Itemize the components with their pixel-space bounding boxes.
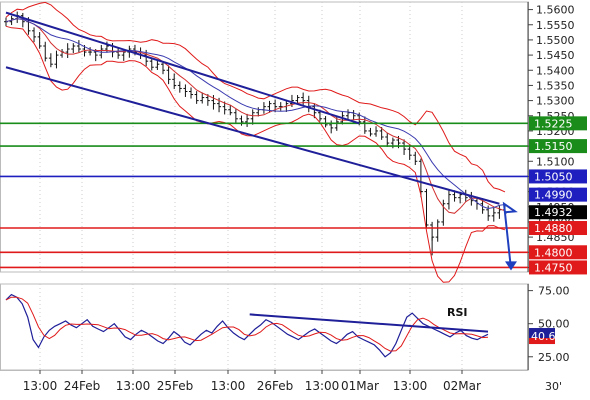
rsi-y-tick-label: 25.00 [538, 351, 570, 364]
y-tick-label: 1.5400 [536, 64, 575, 77]
rsi-title: RSI [447, 306, 468, 319]
level-tag-label: 1.4800 [534, 246, 573, 259]
rsi-y-tick-label: 50.00 [538, 318, 570, 331]
x-tick-label: 13:00 [393, 379, 428, 393]
price-tag-label: 1.4932 [534, 206, 573, 219]
timeframe-label: 30' [545, 380, 562, 393]
y-tick-label: 1.5300 [536, 95, 575, 108]
y-tick-label: 1.5550 [536, 19, 575, 32]
y-tick-label: 1.5100 [536, 155, 575, 168]
level-tag [529, 116, 587, 131]
price-tag [529, 205, 587, 220]
x-tick-label: 26Feb [257, 379, 294, 393]
channel-line [5, 66, 500, 205]
level-tag-label: 1.5225 [534, 117, 573, 130]
x-tick-label: 25Feb [157, 379, 194, 393]
rsi-panel: 75.00 50.00 25.00 40.68 [0, 283, 570, 371]
x-tick-label: 13:00 [211, 379, 246, 393]
level-tag [529, 245, 587, 260]
level-tag-label: 1.5150 [534, 140, 573, 153]
channel-line [5, 11, 360, 125]
x-tick-label: 02Mar [443, 379, 481, 393]
rsi-value-tag-alt [529, 338, 555, 345]
x-tick-label: 13:00 [23, 379, 58, 393]
level-tag-label: 1.5050 [534, 170, 573, 183]
bollinger-upper [5, 1, 506, 193]
x-tick-label: 13:00 [116, 379, 151, 393]
level-tag-label: 1.4880 [534, 222, 573, 235]
rsi-value-label: 40.68 [531, 330, 563, 343]
y-tick-label: 1.5450 [536, 49, 575, 62]
forecast-arrow [502, 201, 518, 270]
price-panel-border [0, 1, 529, 273]
x-tick-label: 24Feb [64, 379, 101, 393]
level-tag [529, 169, 587, 184]
level-tag-label: 1.4750 [534, 261, 573, 274]
price-tag-label: 1.4990 [534, 189, 573, 202]
rsi-trendline [249, 313, 489, 333]
rsi-y-tick-label: 75.00 [538, 285, 570, 298]
bollinger-lower [5, 25, 506, 283]
x-tick-label: 13:00 [305, 379, 340, 393]
rsi-panel-border [0, 283, 529, 371]
price-panel: 1.5600 1.5550 1.5500 1.5450 1.5400 1.5350 1.53… [0, 1, 587, 283]
level-tag [529, 260, 587, 275]
y-tick-label: 1.5350 [536, 79, 575, 92]
x-tick-label: 01Mar [341, 379, 379, 393]
rsi-signal-line [5, 296, 489, 352]
level-tag [529, 139, 587, 154]
y-tick-label: 1.5500 [536, 34, 575, 47]
price-tag [529, 187, 587, 202]
x-axis: 13:00 24Feb 13:00 25Feb 13:00 26Feb 13:00 01Mar… [0, 370, 528, 393]
moving-average-fast [5, 18, 506, 214]
level-tag [529, 221, 587, 236]
rsi-line [5, 293, 489, 358]
y-tick-label: 1.5600 [536, 4, 575, 17]
forecast-arrow-head [505, 261, 517, 271]
